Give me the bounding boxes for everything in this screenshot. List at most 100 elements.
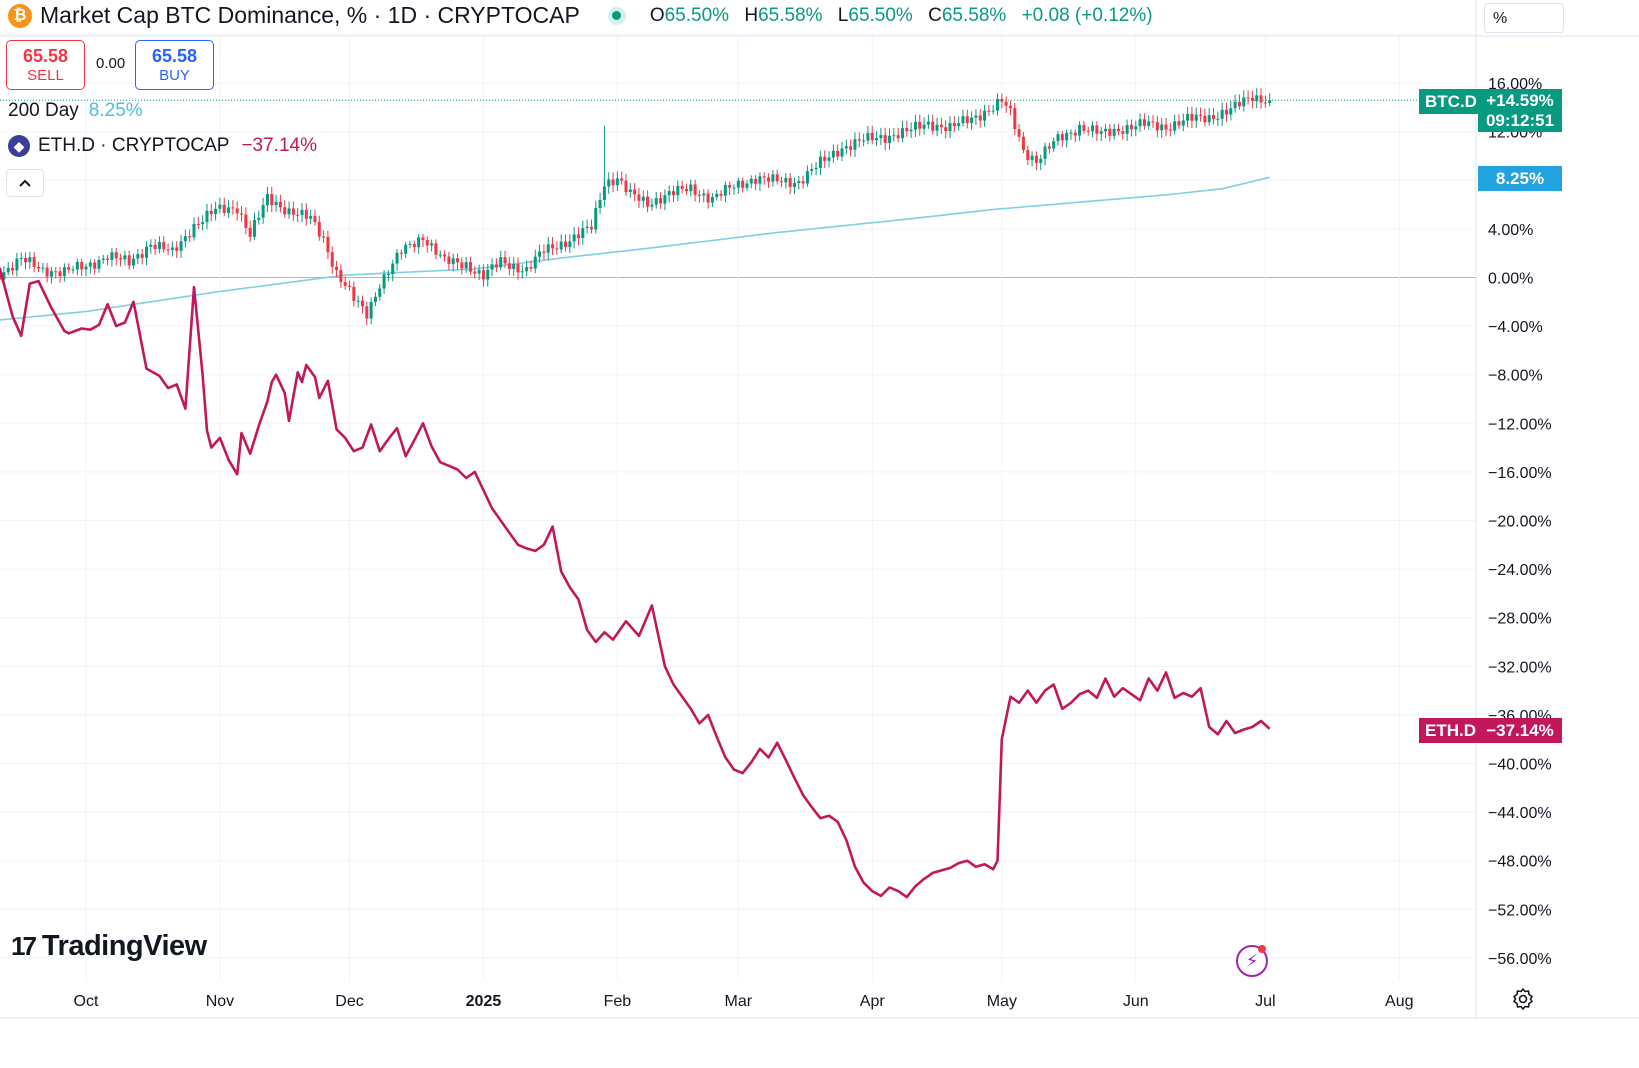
btc-candle [900,128,904,139]
btc-candle [1095,125,1099,134]
btc-series-tag: BTC.D [1419,89,1483,114]
btc-candle [1021,136,1025,151]
y-tick-label: −8.00% [1488,368,1543,385]
btc-candle [866,132,870,141]
btc-candle [654,198,658,205]
btc-candle [978,115,982,121]
btc-candle [788,178,792,187]
btc-candle [805,171,809,184]
sell-button[interactable]: 65.58 SELL [6,40,85,90]
btc-candle [365,306,369,319]
btc-candle [443,254,447,257]
x-tick-label: Oct [74,993,99,1010]
btc-candle [1134,126,1138,130]
btc-candle [840,148,844,157]
btc-candle [693,184,697,195]
btc-candle [762,176,766,178]
btc-candle [36,266,40,269]
btc-candle [49,271,53,277]
btc-candle [417,237,421,248]
btc-candle [166,249,170,251]
btc-candle [996,98,1000,111]
market-status-icon[interactable] [607,6,626,25]
btc-candle [965,116,969,124]
x-tick-label: Jun [1123,993,1149,1010]
btc-candle [797,181,801,184]
btc-candle [719,193,723,196]
btc-price-tag: +14.59% 09:12:51 [1478,89,1562,132]
btc-candle [723,185,727,196]
btc-candle [1246,97,1250,99]
btc-candle [710,197,714,203]
btc-candle [101,258,105,260]
btc-candle [836,150,840,157]
btc-candle [1039,158,1043,163]
btc-candle [304,209,308,219]
indicator-label: 200 Day [8,100,79,121]
btc-candle [576,234,580,239]
btc-candle [585,226,589,228]
btc-candle [80,262,84,270]
symbol-title[interactable]: Market Cap BTC Dominance, % · 1D · CRYPT… [40,2,580,28]
btc-candle [663,195,667,204]
btc-candle [313,216,317,223]
btc-candle [408,243,412,245]
flash-icon[interactable]: ⚡ [1236,945,1268,977]
btc-candle [430,243,434,246]
btc-candle [1069,132,1073,134]
indicator-value: 8.25% [88,100,143,121]
btc-candle [615,178,619,186]
ohlc-change: +0.08 (+0.12%) [1021,4,1153,26]
symbol-legend[interactable]: ₿ Market Cap BTC Dominance, % · 1D · CRY… [8,2,1153,29]
btc-candle [67,267,71,270]
btc-candle [892,135,896,137]
price-scale-unit[interactable]: % [1484,3,1564,33]
btc-candle [490,264,494,270]
btc-candle [477,270,481,274]
btc-candle [1056,134,1060,142]
btc-candle [1060,134,1064,141]
tradingview-watermark[interactable]: 17 TradingView [11,930,207,963]
btc-candle [1173,121,1177,131]
btc-candle [589,226,593,230]
btc-candle [659,198,663,204]
btc-candle [386,273,390,275]
chart-settings-button[interactable] [1510,986,1536,1012]
btc-candle [767,177,771,182]
btc-candle [1142,119,1146,126]
btc-candle [399,252,403,254]
btc-candle [741,180,745,188]
btc-candle [1121,131,1125,134]
btc-candle [533,256,537,269]
btc-candle [1168,129,1172,131]
btc-candle [870,132,874,141]
btc-candle [62,267,66,277]
btc-candle [1043,146,1047,159]
compare-legend[interactable]: ◆ ETH.D · CRYPTOCAP −37.14% [8,135,317,157]
btc-candle [1207,115,1211,123]
buy-button[interactable]: 65.58 BUY [135,40,214,90]
x-tick-label: Jul [1255,993,1275,1010]
btc-candle [322,236,326,238]
btc-candle [291,208,295,215]
btc-candle [883,135,887,143]
btc-candle [464,262,468,269]
btc-candle [1091,125,1095,132]
indicator-legend[interactable]: 200 Day 8.25% [8,100,143,122]
btc-candle [1237,101,1241,107]
collapse-legend-button[interactable] [6,169,44,197]
btc-candle [261,205,265,218]
compare-label: ETH.D · CRYPTOCAP [38,135,230,156]
tradingview-logo-icon: 17 [11,931,37,961]
btc-candle [240,213,244,215]
btc-candle [525,267,529,272]
btc-candle [581,227,585,239]
btc-candle [140,254,144,258]
btc-candle [1116,128,1120,132]
btc-candle [162,242,166,250]
btc-candle [538,251,542,257]
btc-candle [754,178,758,184]
btc-candle [278,201,282,208]
